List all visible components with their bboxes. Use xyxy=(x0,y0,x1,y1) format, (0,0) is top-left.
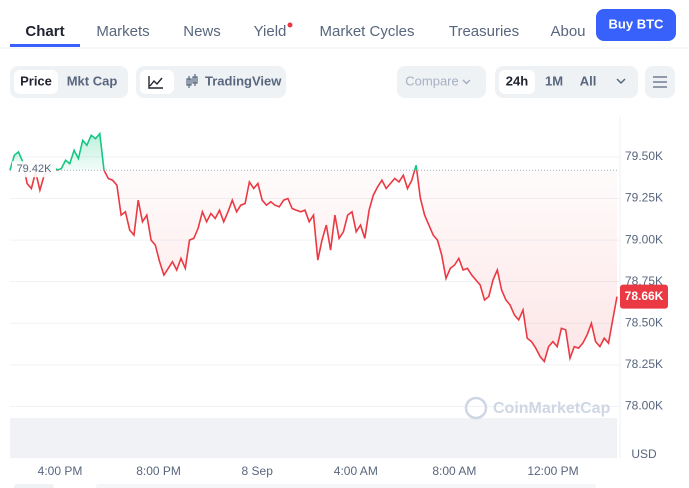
range-24h[interactable]: 24h xyxy=(506,73,528,88)
metric-price[interactable]: Price xyxy=(20,73,52,88)
x-tick-label: 8:00 AM xyxy=(432,464,476,478)
candle-icon xyxy=(186,74,198,88)
line-icon xyxy=(148,76,163,89)
y-tick-label: 79.00K xyxy=(625,232,663,246)
area-up xyxy=(10,133,617,171)
nav-tab[interactable]: Market Cycles xyxy=(319,23,414,40)
nav-tab[interactable]: Yield xyxy=(254,23,287,40)
chart: 79.50K 79.25K 79.00K 78.75K 78.50K 78.25K 78.0… xyxy=(9,117,668,478)
current-price-box xyxy=(620,284,668,309)
nav-tab[interactable]: News xyxy=(183,23,221,40)
compare-label: Compare xyxy=(405,73,458,88)
chevron xyxy=(462,79,471,85)
x-tick-label: 4:00 AM xyxy=(334,464,378,478)
buy-button-label[interactable]: Buy BTC xyxy=(609,16,665,31)
metric-active xyxy=(14,70,58,94)
range-active xyxy=(499,70,535,94)
nav-tab[interactable]: Chart xyxy=(25,23,64,40)
range-all[interactable]: All xyxy=(580,73,597,88)
nav-tabs: Chart Markets News Yield Market Cycles Treasu… xyxy=(25,23,585,40)
nav-tab[interactable]: Markets xyxy=(96,23,149,40)
compare-dropdown[interactable] xyxy=(397,66,486,98)
price-line-down xyxy=(10,170,618,364)
y-tick-label: 78.25K xyxy=(625,357,663,371)
y-tick-label: 79.25K xyxy=(625,191,663,205)
currency-label: USD xyxy=(631,447,657,461)
current-price-label: 78.66K xyxy=(625,289,664,303)
line-view[interactable] xyxy=(140,70,174,94)
settings-icon xyxy=(653,76,667,88)
x-tick-label: 8:00 PM xyxy=(136,464,181,478)
range-chevron[interactable] xyxy=(616,78,626,85)
scroll-hint xyxy=(14,484,54,488)
range-1m[interactable]: 1M xyxy=(545,73,563,88)
y-tick-label: 79.50K xyxy=(625,149,663,163)
y-tick-label: 78.00K xyxy=(625,399,663,413)
metric-mktcap[interactable]: Mkt Cap xyxy=(67,73,118,88)
scroll-hint xyxy=(96,484,596,488)
area-down xyxy=(24,170,617,362)
nav-tab[interactable]: Abou xyxy=(550,23,585,40)
reference-label-bg xyxy=(12,161,56,178)
reference-label: 79.42K xyxy=(17,163,53,175)
x-tick-label: 12:00 PM xyxy=(527,464,578,478)
x-tick-label: 8 Sep xyxy=(242,464,274,478)
tradingview[interactable]: TradingView xyxy=(205,73,282,88)
watermark-logo xyxy=(464,396,488,420)
y-tick-label: 78.75K xyxy=(625,274,663,288)
nav-tab[interactable]: Treasuries xyxy=(449,23,519,40)
active-underline xyxy=(10,44,80,47)
badge-dot xyxy=(287,22,293,28)
watermark: CoinMarketCap xyxy=(493,400,611,417)
x-tick-label: 4:00 PM xyxy=(38,464,83,478)
buy-button[interactable] xyxy=(596,9,676,41)
y-tick-label: 78.50K xyxy=(625,315,663,329)
volume-area xyxy=(10,418,617,458)
